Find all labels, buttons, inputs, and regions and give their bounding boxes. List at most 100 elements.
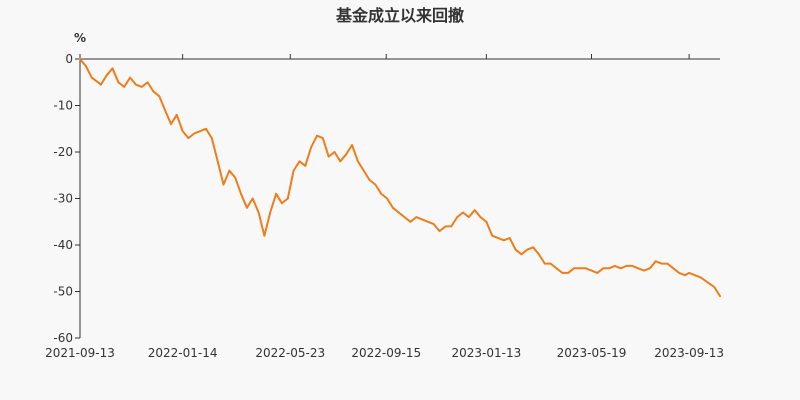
series-group xyxy=(79,58,721,298)
data-point xyxy=(625,265,628,267)
y-tick-label: -20 xyxy=(53,145,73,159)
data-point xyxy=(135,83,137,86)
data-point xyxy=(263,234,266,237)
data-point xyxy=(170,123,172,125)
data-point xyxy=(339,160,342,163)
data-point xyxy=(438,230,441,232)
data-point xyxy=(351,144,353,146)
x-tick-label: 2022-05-23 xyxy=(255,346,325,360)
data-point xyxy=(251,197,254,200)
data-point xyxy=(614,265,616,267)
data-point xyxy=(719,295,721,297)
x-tick-label: 2023-05-19 xyxy=(557,346,627,360)
data-point xyxy=(450,225,453,228)
data-point xyxy=(85,65,87,67)
y-tick-label: -50 xyxy=(53,285,73,299)
data-point xyxy=(409,220,412,223)
drawdown-series-line xyxy=(79,58,721,298)
data-point xyxy=(688,272,690,274)
data-point xyxy=(90,76,93,79)
data-point xyxy=(298,160,301,163)
data-point xyxy=(684,274,686,277)
data-point xyxy=(374,183,377,186)
y-axis-unit: % xyxy=(74,31,86,45)
x-tick-label: 2023-01-13 xyxy=(451,346,521,360)
data-point xyxy=(432,223,435,225)
x-tick-label: 2021-09-13 xyxy=(45,346,115,360)
y-axis: 0 -10 -20 -30 -40 -50 -60 xyxy=(53,52,81,345)
data-point xyxy=(234,176,237,179)
data-point xyxy=(700,276,702,279)
data-point xyxy=(561,272,564,274)
data-point xyxy=(193,132,196,135)
data-point xyxy=(526,248,529,251)
data-point xyxy=(468,216,470,218)
data-point xyxy=(129,76,131,79)
data-point xyxy=(392,207,394,209)
data-point xyxy=(456,216,458,218)
data-point xyxy=(555,267,558,270)
data-point xyxy=(608,267,610,270)
data-point xyxy=(357,160,359,163)
data-point xyxy=(310,146,312,149)
data-point xyxy=(649,267,651,270)
data-point xyxy=(281,202,283,204)
data-point xyxy=(397,211,400,214)
data-point xyxy=(240,193,242,195)
data-point xyxy=(567,272,569,274)
data-point xyxy=(123,86,126,88)
data-point xyxy=(146,81,149,84)
data-point xyxy=(538,253,540,256)
x-tick-label: 2022-09-15 xyxy=(351,346,421,360)
data-point xyxy=(479,216,482,218)
data-point xyxy=(222,183,225,186)
data-point xyxy=(491,234,494,237)
data-point xyxy=(503,239,505,242)
data-point xyxy=(584,267,587,270)
data-point xyxy=(532,246,534,249)
data-point xyxy=(216,160,219,163)
data-point xyxy=(327,155,330,158)
data-point xyxy=(694,274,696,277)
data-point xyxy=(79,58,81,60)
data-point xyxy=(316,134,318,137)
data-point xyxy=(228,169,231,172)
data-point xyxy=(380,193,383,195)
data-point xyxy=(549,262,552,265)
data-point xyxy=(111,67,114,70)
data-point xyxy=(368,179,371,181)
data-point xyxy=(152,90,155,93)
data-point xyxy=(637,267,640,270)
data-point xyxy=(654,260,657,263)
data-point xyxy=(514,248,517,251)
data-point xyxy=(181,130,184,132)
data-point xyxy=(292,169,295,172)
data-point xyxy=(175,114,178,116)
data-point xyxy=(520,253,523,256)
data-point xyxy=(211,137,213,139)
data-point xyxy=(444,225,447,228)
data-point xyxy=(333,151,336,153)
data-point xyxy=(286,197,289,200)
data-point xyxy=(643,269,645,272)
data-point xyxy=(602,267,604,270)
data-point xyxy=(666,262,669,265)
data-point xyxy=(269,211,272,214)
x-tick-label: 2022-01-14 xyxy=(148,346,218,360)
data-point xyxy=(473,209,476,211)
data-point xyxy=(140,86,143,88)
data-point xyxy=(117,81,120,84)
data-point xyxy=(304,165,307,167)
data-point xyxy=(421,218,423,221)
data-point xyxy=(579,267,581,270)
data-point xyxy=(322,137,324,139)
data-point xyxy=(590,269,593,272)
y-tick-label: 0 xyxy=(65,52,73,66)
data-point xyxy=(713,286,715,288)
data-point xyxy=(415,216,418,218)
data-point xyxy=(158,95,161,97)
data-point xyxy=(631,265,634,267)
data-point xyxy=(485,220,488,223)
